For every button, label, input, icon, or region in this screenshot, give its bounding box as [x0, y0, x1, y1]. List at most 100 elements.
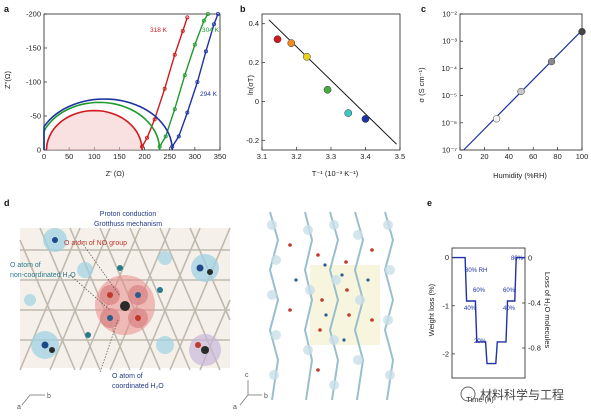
step-label-60a: 60% — [473, 288, 486, 294]
panel-b-ytick-label: 0 — [255, 97, 259, 106]
panel-a-xlabel: Z' (Ω) — [106, 169, 125, 178]
label-no-group: O atom of NO group — [64, 240, 127, 247]
panel-a-xtick-label: 200 — [138, 152, 151, 161]
label-304k: 304 K — [202, 27, 220, 34]
panel-c-ytick-label: 10⁻⁶ — [442, 118, 457, 127]
panel-c-ytick-label: 10⁻² — [442, 10, 457, 19]
panel-c-point — [578, 28, 586, 36]
step-label-40a: 40% — [464, 306, 477, 312]
panel-a-point — [201, 18, 206, 23]
axis-c-label: c — [245, 372, 249, 379]
panel-a-point — [152, 117, 157, 122]
label-noncoord-line1: O atom of — [10, 262, 41, 269]
panel-b-ytick-label: -0.2 — [246, 136, 259, 145]
annotation-pointers — [69, 239, 121, 373]
panel-a-point — [140, 144, 145, 149]
panel-e-ytick-right-label: 0 — [528, 254, 532, 263]
step-label-20: 20% — [474, 339, 487, 345]
chain-structure — [267, 211, 395, 401]
panel-c-xtick-label: 60 — [529, 152, 537, 161]
panel-a-arc-0 — [45, 109, 143, 151]
panel-b-xtick-label: 3.2 — [291, 152, 301, 161]
panel-b-point — [361, 115, 370, 123]
label-coord-line2: coordinated H₂O — [112, 383, 164, 390]
panel-e-frame — [451, 247, 526, 379]
panel-a-point — [172, 52, 177, 57]
panel-a-ytick-label: 0 — [37, 146, 41, 155]
panel-a-ytick-label: -200 — [26, 10, 41, 19]
axis-a-label: a — [17, 404, 21, 411]
panel-c-xlabel: Humidity (%RH) — [493, 171, 547, 180]
panel-a-point — [195, 80, 200, 85]
panel-b-fit-line — [268, 19, 397, 145]
panel-e-xlabel: Time (h) — [466, 395, 494, 404]
panel-a-area-318k — [46, 110, 143, 150]
panel-c-ytick-label: 10⁻³ — [442, 37, 457, 46]
panel-b-point — [323, 85, 332, 94]
step-label-80: 80% — [511, 256, 524, 262]
panel-a-ylabel: Z''(Ω) — [3, 70, 12, 89]
panel-a-tail-2 — [171, 13, 219, 147]
panel-c-plot-area: 0 20 40 60 80 100 10⁻² 10⁻³ 10⁻⁴ 10⁻⁵ 10⁻⁶ 10⁻⁷ — [441, 10, 588, 162]
panel-a-arc-1 — [43, 101, 161, 151]
step-label-40b: 40% — [503, 306, 516, 312]
label-294k: 294 K — [200, 91, 218, 98]
panel-a-xtick-label: 300 — [189, 152, 202, 161]
panel-a-point — [215, 11, 220, 16]
panel-d-title-line2: Grotthuss mechanism — [94, 221, 162, 228]
panel-a-xtick-label: 350 — [214, 152, 227, 161]
panel-a-point — [163, 134, 168, 139]
panel-e-plot-area: 0 -1 -2 0 -0.4 -0.8 — [442, 247, 541, 379]
panel-a-tail-1 — [159, 13, 209, 147]
panel-a: a 0 50 100 150 200 250 300 3500-50-100-150-200 … — [3, 4, 226, 178]
panel-b-point — [303, 52, 311, 61]
panel-a-ytick-label: -150 — [26, 44, 41, 53]
panel-e: e 0 -1 -2 0 -0.4 -0.8 Time (h) Weight loss (%… — [427, 198, 552, 404]
label-318k: 318 K — [150, 27, 168, 34]
panel-e-ylabel-right: Loss of H₂O molecules — [543, 272, 552, 349]
panel-a-xtick-label: 250 — [163, 152, 176, 161]
panel-c-xtick-label: 40 — [505, 152, 513, 161]
panel-a-point — [180, 28, 185, 33]
panel-c-xtick-label: 0 — [458, 152, 462, 161]
panel-e-ytick-right-label: -0.4 — [528, 299, 541, 308]
panel-b-frame — [261, 13, 401, 151]
panel-b-point — [287, 39, 296, 47]
panel-e-ytick-label: -2 — [442, 349, 449, 358]
water-clusters — [24, 228, 221, 366]
panel-e-ytick-label: -1 — [442, 301, 449, 310]
panel-e-weight-curve — [452, 256, 525, 365]
panel-b-xtick-label: 3.4 — [360, 152, 370, 161]
panel-label-d: d — [4, 198, 10, 208]
panel-c-ytick-label: 10⁻⁴ — [441, 64, 457, 73]
panel-a-tail-0 — [141, 17, 188, 147]
step-label-60b: 60% — [503, 288, 516, 294]
panel-b: b 3.1 3.2 3.3 3.4 3.5 0.4 0.2 0 -0.2 T⁻¹ (10⁻³ K… — [240, 4, 405, 178]
panel-a-xtick-label: 150 — [113, 152, 126, 161]
panel-e-ytick-right-label: -0.8 — [528, 344, 541, 353]
axis-b2-label: b — [264, 393, 268, 400]
label-coord-line1: O atom of — [112, 373, 143, 380]
panel-c-point — [492, 115, 501, 123]
panel-e-ytick-label: 0 — [445, 253, 449, 262]
step-label-80rh: 80% RH — [465, 268, 487, 274]
axis-indicator-right — [239, 380, 262, 406]
panel-b-point — [273, 35, 282, 44]
panel-c-point — [547, 57, 556, 66]
panel-label-c: c — [421, 4, 426, 14]
panel-label-e: e — [427, 198, 432, 208]
panel-a-ytick-label: -100 — [26, 78, 41, 87]
panel-c-xtick-label: 100 — [576, 152, 589, 161]
panel-a-ytick-label: -50 — [30, 112, 41, 121]
panel-b-ylabel: ln(σT) — [246, 74, 255, 95]
panel-a-plot-area: 0 50 100 150 200 250 300 350 0 -50 -100 -150 -200 — [26, 10, 226, 162]
panel-a-point — [182, 73, 187, 78]
panel-b-xtick-label: 3.3 — [326, 152, 336, 161]
label-noncoord-line2: non-coordinated H₂O — [10, 272, 76, 279]
panel-c-frame — [459, 13, 583, 151]
panel-e-ylabel: Weight loss (%) — [427, 283, 436, 336]
panel-a-point — [170, 144, 175, 149]
panel-c-ytick-label: 10⁻⁷ — [442, 146, 457, 155]
panel-a-arc-2 — [43, 98, 173, 151]
